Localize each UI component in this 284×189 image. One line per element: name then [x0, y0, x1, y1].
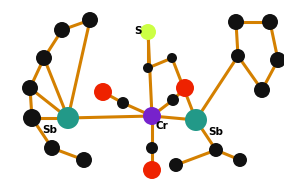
Circle shape [36, 50, 52, 66]
Circle shape [44, 140, 60, 156]
Circle shape [94, 83, 112, 101]
Text: Sb: Sb [43, 125, 57, 135]
Circle shape [143, 107, 161, 125]
Circle shape [143, 161, 161, 179]
Text: Cr: Cr [156, 121, 168, 131]
Circle shape [54, 22, 70, 38]
Circle shape [146, 142, 158, 154]
Text: S: S [134, 26, 142, 36]
Circle shape [23, 109, 41, 127]
Circle shape [209, 143, 223, 157]
Circle shape [185, 109, 207, 131]
Circle shape [231, 49, 245, 63]
Circle shape [233, 153, 247, 167]
Text: Sb: Sb [208, 127, 224, 137]
Circle shape [143, 63, 153, 73]
Circle shape [167, 94, 179, 106]
Circle shape [270, 52, 284, 68]
Circle shape [22, 80, 38, 96]
Circle shape [76, 152, 92, 168]
Circle shape [169, 158, 183, 172]
Circle shape [167, 53, 177, 63]
Circle shape [140, 24, 156, 40]
Circle shape [82, 12, 98, 28]
Circle shape [57, 107, 79, 129]
Circle shape [176, 79, 194, 97]
Circle shape [117, 97, 129, 109]
Circle shape [262, 14, 278, 30]
Circle shape [228, 14, 244, 30]
Circle shape [254, 82, 270, 98]
